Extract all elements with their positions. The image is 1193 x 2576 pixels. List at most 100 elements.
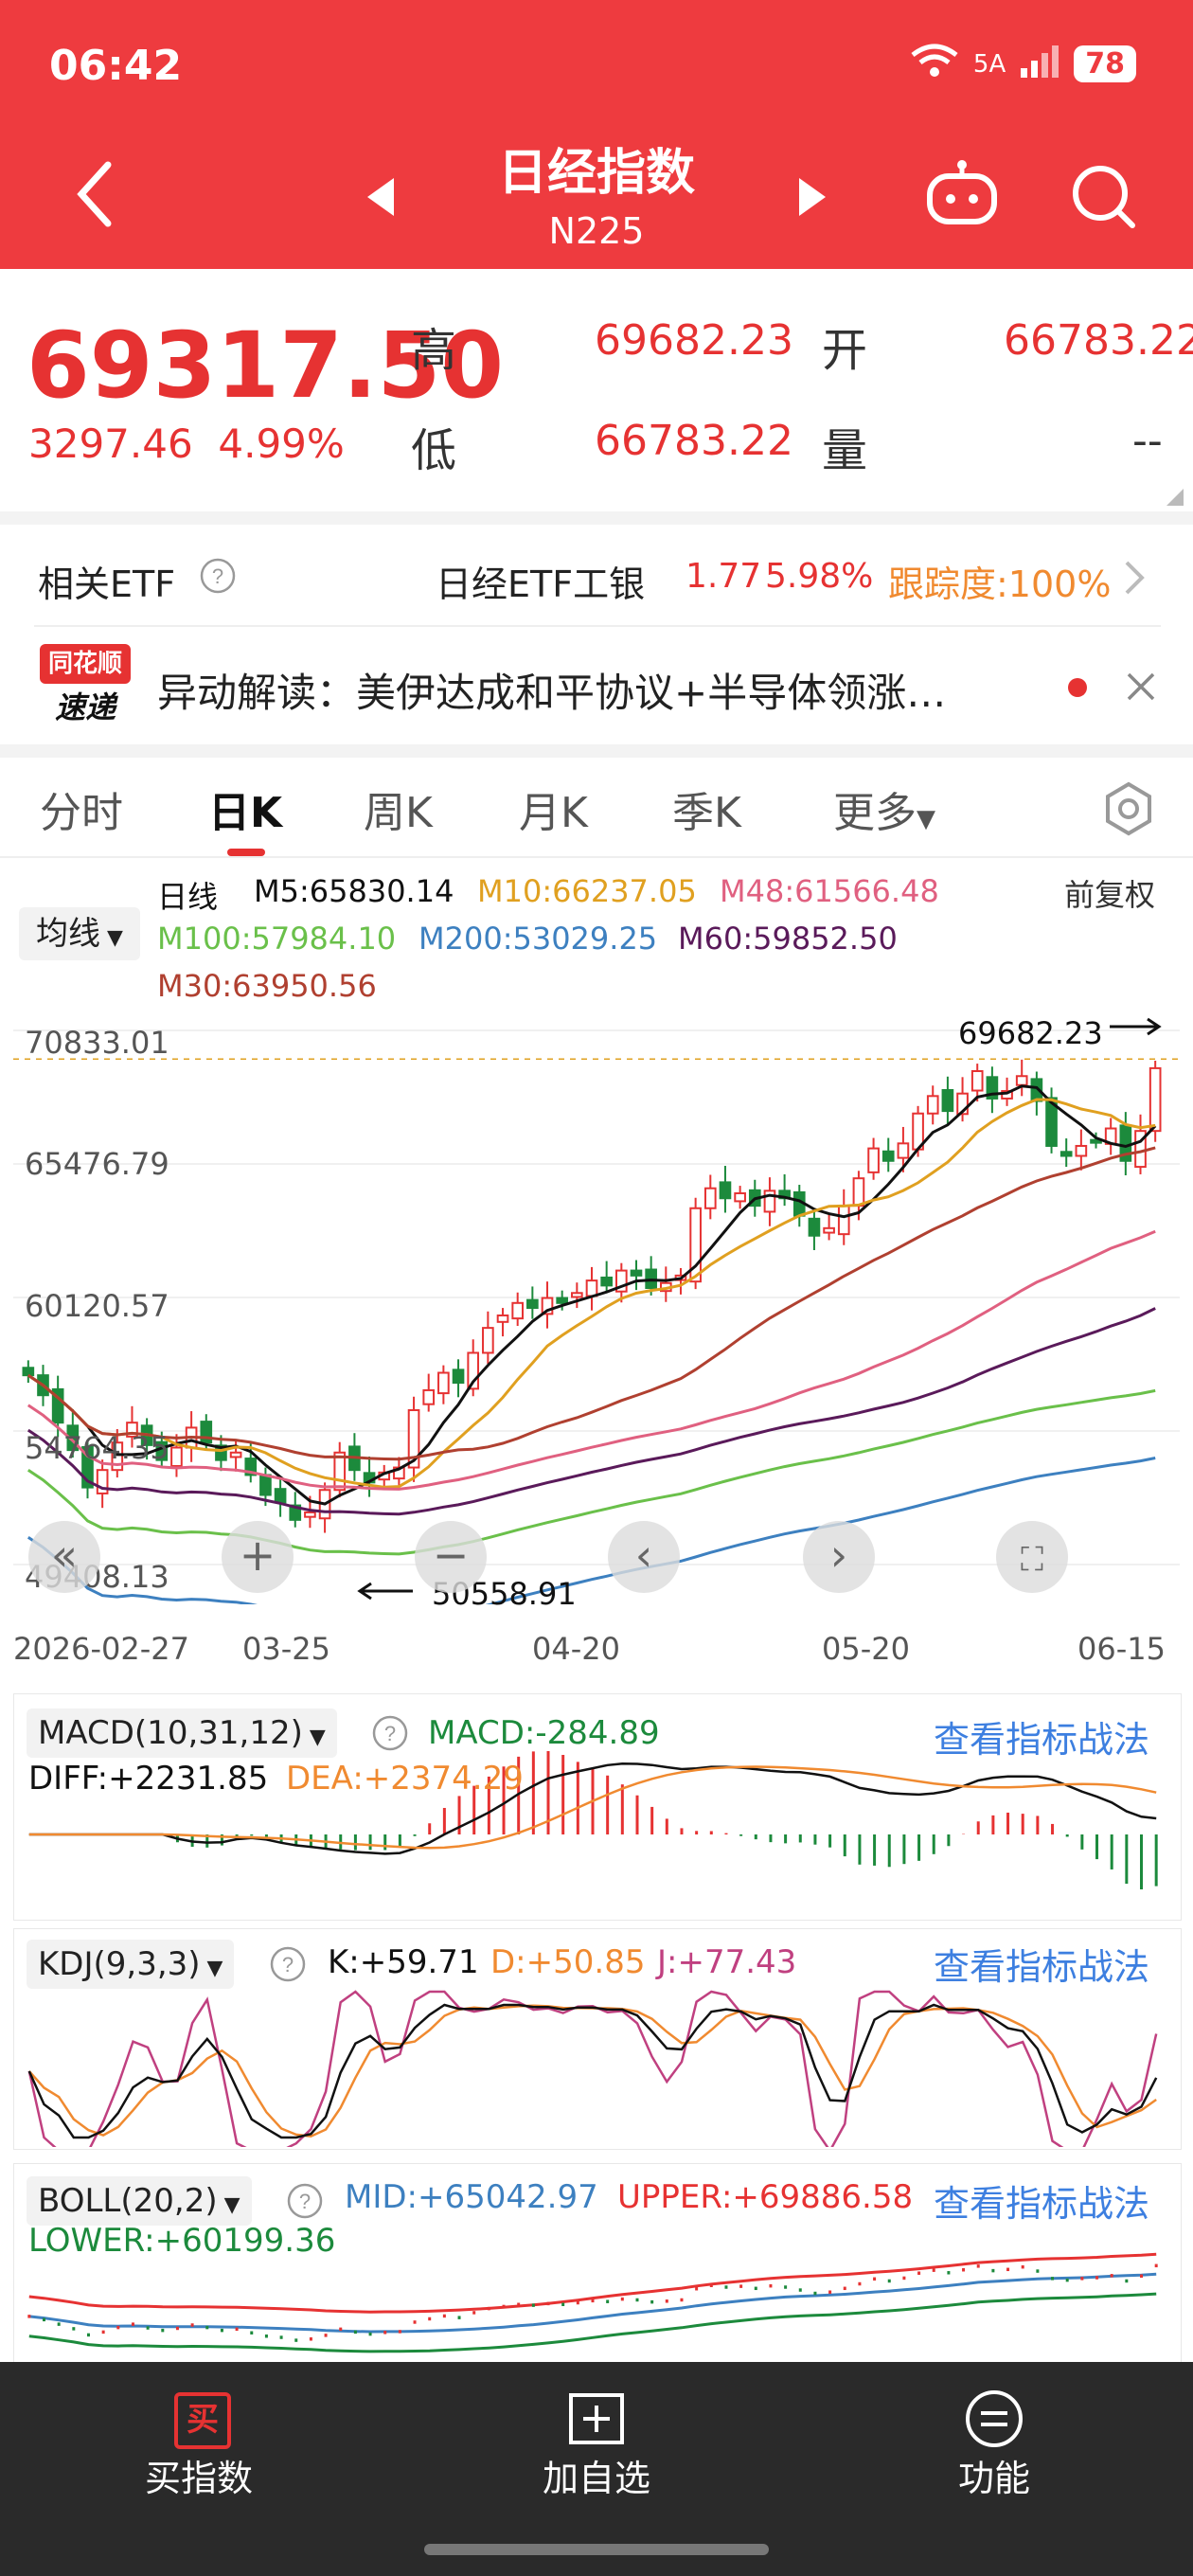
page-title: 日经指数 [497,145,695,202]
expand-corner-icon[interactable] [1166,489,1184,510]
robot-icon [927,160,997,224]
macd-strategy-link[interactable]: 查看指标战法 [934,1719,1150,1761]
tab-more[interactable]: 更多▼ [833,789,935,837]
next-index-button[interactable] [795,176,828,222]
candle-body [1134,1130,1147,1169]
tab-quarterly-k[interactable]: 季K [672,789,741,837]
candle-body [1075,1144,1088,1157]
help-icon[interactable]: ? [269,1945,307,1987]
ma48-line [27,1229,1156,1491]
candle-body [956,1092,969,1116]
boll-lower: LOWER:+60199.36 [28,2222,336,2260]
candle-body [703,1187,717,1209]
candle-body [986,1076,999,1100]
add-watchlist-button[interactable]: 加自选 [542,2458,650,2499]
kdj-strategy-link[interactable]: 查看指标战法 [934,1946,1150,1988]
candle-body [734,1191,746,1203]
macd-select[interactable]: MACD(10,31,12) ▼ [27,1708,337,1758]
prev-index-button[interactable] [365,176,398,222]
scroll-left-fast-button[interactable]: « [28,1521,100,1593]
candle-body [200,1421,213,1444]
zoom-in-button[interactable]: + [222,1521,294,1593]
low-value: 66783.22 [595,417,793,465]
divider [0,744,1193,758]
kdj-k-line [27,2003,1158,2139]
candle-body [556,1297,569,1304]
tab-intraday[interactable]: 分时 [40,789,123,837]
candle-body [496,1314,509,1323]
x-axis-label: 06-15 [1077,1631,1166,1667]
close-news-button[interactable] [1125,671,1157,707]
boll-upper-line [28,2252,1157,2314]
candle-body [1015,1075,1028,1086]
boll-panel[interactable] [13,2163,1182,2364]
x-axis-label: 04-20 [532,1631,620,1667]
candle-body [897,1142,910,1159]
double-chevron-left-icon: « [50,1530,79,1581]
svg-text:?: ? [299,2190,311,2213]
plus-icon: + [239,1530,276,1581]
tab-monthly-k[interactable]: 月K [519,789,588,837]
search-button[interactable] [1070,163,1136,233]
y-axis-label: 70833.01 [25,1025,169,1061]
candle-body [111,1441,124,1472]
scroll-left-button[interactable]: ‹ [608,1521,680,1593]
boll-strategy-link[interactable]: 查看指标战法 [934,2183,1150,2225]
candle-body [926,1095,939,1115]
candle-body [274,1488,287,1504]
candle-body [881,1150,895,1162]
robot-assistant-button[interactable] [924,159,1000,231]
help-icon[interactable]: ? [371,1714,409,1756]
kdj-chart [27,1990,1158,2147]
max-price-label: 69682.23 [958,1015,1103,1051]
candle-body [229,1451,242,1458]
candle-body [526,1298,539,1310]
candle-body [719,1181,732,1200]
boll-upper: UPPER:+69886.58 [617,2178,914,2216]
news-row[interactable]: 同花顺 速递 异动解读：美伊达成和平协议+半导体领涨… [0,629,1193,742]
ma200-line [27,1457,1156,1604]
buy-index-button[interactable]: 买指数 [144,2458,253,2499]
page-code: N225 [548,210,645,252]
etf-price: 1.77 [686,557,762,596]
fullscreen-button[interactable]: ⛶ [996,1521,1068,1593]
arrow-left-icon [356,1580,413,1606]
etf-row[interactable]: 相关ETF ? 日经ETF工银 1.77 5.98% 跟踪度:100% [0,527,1193,625]
back-arrow-icon [77,161,112,227]
back-button[interactable] [76,161,114,231]
chart-settings-button[interactable] [1100,780,1157,841]
chevron-right-icon [1123,559,1146,600]
info-icon[interactable]: ? [199,557,237,599]
unread-dot [1068,678,1087,697]
candle-body [823,1226,835,1234]
x-axis-label: 03-25 [242,1631,330,1667]
adjust-mode-button[interactable]: 前复权 [1064,877,1156,913]
tab-weekly-k[interactable]: 周K [364,789,433,837]
candle-body [170,1446,183,1467]
candle-body [763,1190,776,1213]
ma10-line [27,1098,1156,1489]
signal-label: 5A [972,49,1006,79]
kdj-j: J:+77.43 [657,1943,797,1981]
boll-select[interactable]: BOLL(20,2) ▼ [27,2176,252,2226]
ma-m100: M100:57984.10 [157,921,397,957]
candle-body [96,1469,109,1494]
help-icon[interactable]: ? [286,2182,324,2224]
high-value: 69682.23 [595,316,793,365]
kline-chart[interactable] [13,1008,1180,1604]
kdj-panel[interactable] [13,1928,1182,2150]
ma-mode-select[interactable]: 均线 ▼ [19,907,140,960]
scroll-right-button[interactable]: › [803,1521,875,1593]
candle-body [571,1292,583,1298]
triangle-left-icon [367,178,394,216]
function-button[interactable]: 功能 [957,2458,1030,2499]
tab-daily-k[interactable]: 日K [208,789,283,837]
ma-m200: M200:53029.25 [418,921,658,957]
ma-m30: M30:63950.56 [157,968,377,1004]
buy-icon: 买 [174,2392,231,2449]
search-icon [1073,166,1135,228]
macd-panel[interactable] [13,1693,1182,1921]
fullscreen-icon: ⛶ [1021,1541,1043,1579]
kdj-select[interactable]: KDJ(9,3,3) ▼ [27,1940,235,1989]
zoom-out-button[interactable]: − [415,1521,487,1593]
